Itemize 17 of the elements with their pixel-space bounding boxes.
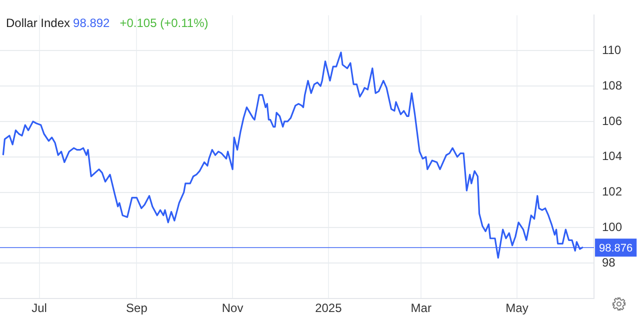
- annotation: +0.105 (+0.11%): [120, 16, 208, 30]
- x-tick-label: Nov: [222, 301, 244, 316]
- y-tick-label: 98: [602, 255, 616, 270]
- y-tick-label: 110: [602, 42, 622, 57]
- y-tick-label: 104: [602, 149, 622, 164]
- y-tick-label: 100: [602, 220, 622, 234]
- y-tick-label: 102: [602, 184, 622, 199]
- x-tick-label: Sep: [126, 301, 148, 316]
- x-tick-label: May: [506, 301, 528, 316]
- chart-title: Dollar Index: [6, 16, 70, 30]
- chart-subtitle: 98.892: [73, 16, 110, 30]
- x-tick-label: 2025: [315, 301, 342, 316]
- ref-line-label: 98.876: [598, 242, 633, 255]
- y-tick-label: 108: [602, 78, 622, 92]
- x-tick-label: Jul: [32, 301, 47, 316]
- x-tick-label: Mar: [410, 301, 432, 316]
- y-tick-label: 106: [602, 114, 622, 128]
